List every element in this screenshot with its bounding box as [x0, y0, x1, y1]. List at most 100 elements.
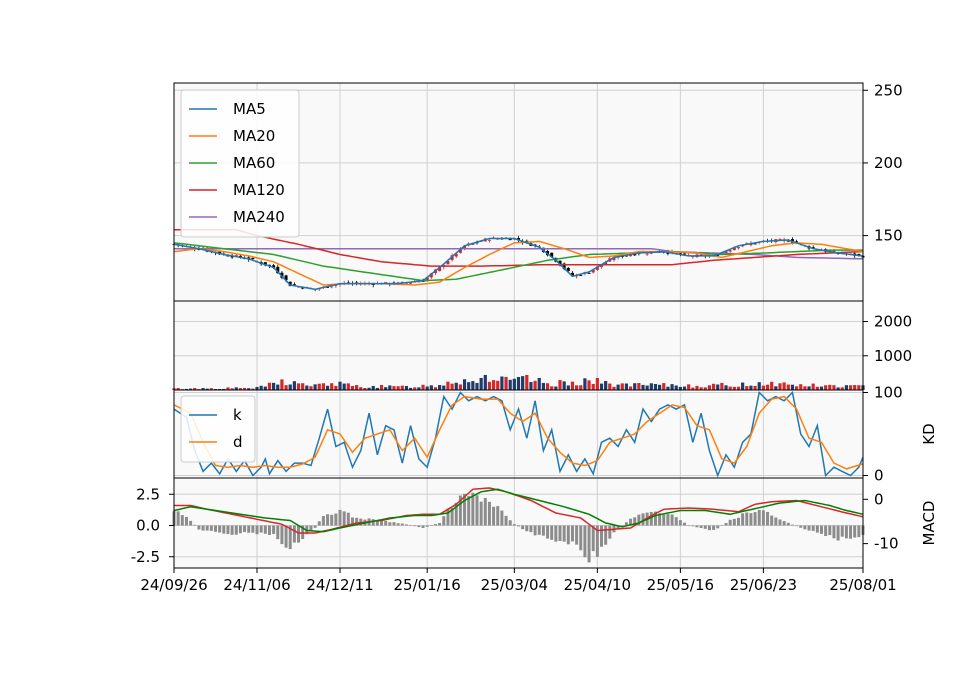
volume-bar-50: [379, 385, 384, 390]
price-legend-label-ma120: MA120: [233, 181, 285, 199]
volume-bar-17: [242, 387, 247, 390]
candle-body-131: [716, 255, 720, 257]
macd-hist-bar-132: [720, 525, 724, 526]
candle-body-101: [591, 269, 595, 273]
volume-bar-148: [786, 384, 790, 390]
macd-hist-bar-109: [624, 522, 628, 526]
volume-bar-79: [500, 376, 504, 390]
price-ytick-0-label: 150: [874, 227, 903, 245]
macd-hist-bar-129: [707, 525, 711, 531]
volume-bar-3: [184, 388, 189, 390]
volume-bar-97: [575, 385, 579, 390]
candle-body-134: [728, 250, 732, 252]
macd-hist-bar-100: [587, 525, 591, 563]
macd-hist-bar-52: [388, 522, 392, 526]
macd-hist-bar-137: [741, 513, 745, 526]
kd-legend-label-d: d: [233, 433, 243, 451]
macd-hist-bar-154: [811, 525, 815, 531]
macd-hist-bar-74: [479, 501, 483, 526]
macd-hist-bar-113: [641, 513, 645, 526]
volume-bar-92: [554, 386, 558, 390]
macd-hist-bar-162: [844, 525, 848, 539]
volume-bar-7: [201, 388, 205, 390]
macd-hist-bar-111: [633, 517, 637, 526]
macd-hist-bar-43: [350, 517, 354, 526]
volume-bar-74: [479, 377, 483, 390]
macd-hist-bar-65: [442, 516, 446, 526]
x-axis: 24/09/26 24/11/06 24/12/11 25/01/16 25/03/04…: [140, 568, 897, 594]
volume-bar-116: [653, 383, 658, 390]
macd-hist-bar-133: [724, 522, 728, 526]
macd-hist-bar-92: [554, 525, 558, 542]
candle-body-22: [263, 262, 267, 266]
volume-bar-143: [765, 384, 770, 390]
volume-bar-14: [230, 388, 234, 390]
macd-hist-bar-159: [832, 525, 836, 539]
x-tick-label-0: 24/09/26: [140, 576, 207, 594]
macd-hist-bar-50: [380, 520, 384, 526]
volume-ytick-0-label: 1000: [874, 347, 912, 365]
volume-bar-152: [803, 386, 807, 390]
macd-hist-bar-122: [678, 520, 682, 526]
volume-bar-24: [272, 382, 276, 390]
macd-hist-bar-61: [425, 525, 429, 527]
macd-hist-bar-160: [836, 525, 840, 541]
macd-hist-bar-40: [338, 509, 342, 526]
candle-body-96: [570, 272, 574, 277]
candle-body-133: [724, 251, 728, 254]
volume-bar-56: [404, 385, 409, 390]
macd-hist-bar-19: [251, 525, 255, 533]
macd-hist-bar-58: [413, 525, 417, 527]
macd-hist-bar-26: [280, 525, 284, 545]
macd-hist-bar-161: [840, 525, 844, 537]
macd-hist-bar-56: [404, 524, 408, 526]
macd-hist-bar-145: [774, 517, 778, 526]
volume-bar-142: [761, 385, 765, 390]
candle-body-137: [741, 245, 745, 247]
macd-hist-bar-87: [533, 525, 537, 536]
ma-line-ma20: [173, 240, 864, 286]
kd-legend-label-k: k: [233, 406, 242, 424]
macd-hist-bar-90: [546, 525, 550, 539]
volume-bar-102: [595, 377, 599, 390]
candle-body-114: [645, 253, 649, 255]
macd-hist-bar-37: [326, 514, 330, 526]
macd-hist-bar-36: [321, 516, 325, 526]
volume-bar-21: [259, 385, 263, 390]
volume-bar-98: [579, 385, 583, 390]
volume-bar-90: [545, 383, 550, 390]
x-tick-label-8: 25/08/01: [829, 576, 896, 594]
macd-hist-bar-95: [566, 525, 570, 545]
volume-bar-83: [516, 376, 521, 390]
macd-hist-bar-155: [815, 525, 819, 533]
macd-hist-bar-14: [230, 525, 234, 535]
volume-bar-22: [263, 386, 267, 390]
macd-hist-bar-125: [691, 525, 695, 527]
volume-bar-35: [317, 383, 321, 390]
volume-bar-124: [687, 384, 691, 390]
macd-hist-bar-153: [807, 525, 811, 531]
volume-bar-156: [819, 386, 824, 390]
macd-hist-bar-138: [745, 512, 749, 526]
candle-body-110: [629, 254, 633, 257]
volume-bar-44: [355, 385, 359, 390]
volume-bar-77: [491, 380, 496, 390]
macd-hist-bar-27: [284, 525, 288, 548]
volume-bar-144: [770, 381, 774, 390]
volume-bar-103: [599, 383, 604, 390]
macd-hist-bar-150: [795, 525, 799, 527]
candle-body-93: [558, 260, 562, 266]
volume-bar-20: [255, 386, 259, 390]
macd-hist-bar-85: [525, 525, 529, 532]
x-tick-label-6: 25/05/16: [647, 576, 714, 594]
volume-panel: 1000 2000: [172, 300, 912, 391]
macd-hist-bar-149: [790, 524, 794, 526]
ma-line-ma60: [173, 242, 863, 282]
candle-body-76: [487, 239, 491, 241]
macd-hist-bar-6: [197, 525, 201, 530]
x-tick-label-2: 24/12/11: [306, 576, 373, 594]
candle-body-91: [550, 252, 554, 257]
volume-bar-41: [342, 383, 346, 390]
macd-hist-bar-83: [517, 525, 520, 527]
volume-bar-82: [512, 378, 516, 390]
